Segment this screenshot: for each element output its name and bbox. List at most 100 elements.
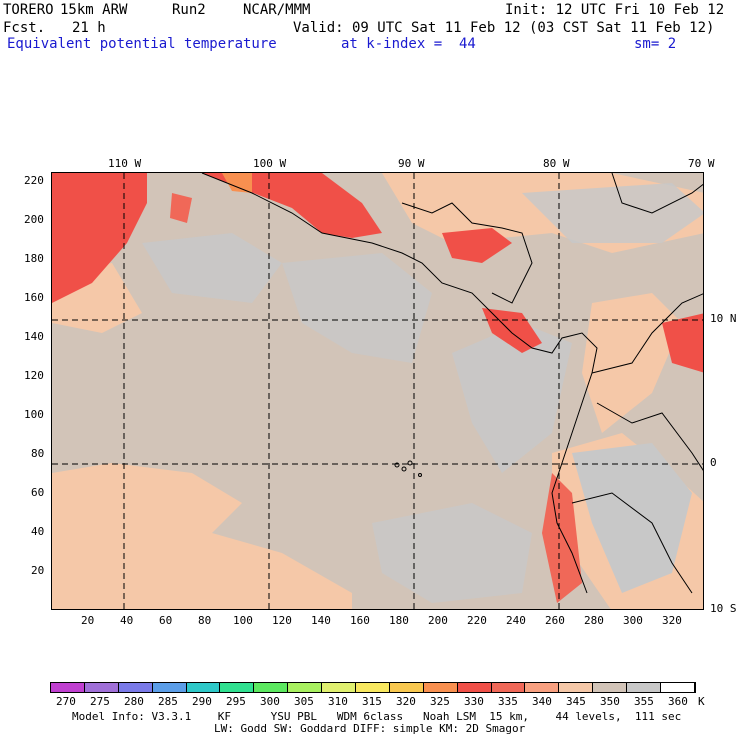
y-tick: 200	[24, 213, 44, 226]
valid-time: Valid: 09 UTC Sat 11 Feb 12 (03 CST Sat …	[293, 20, 715, 36]
lon-label: 90 W	[398, 157, 425, 170]
x-tick: 320	[662, 614, 682, 627]
country-border	[591, 293, 703, 374]
lon-label: 100 W	[253, 157, 287, 170]
lon-label: 110 W	[108, 157, 142, 170]
x-tick: 220	[467, 614, 487, 627]
x-tick: 80	[198, 614, 212, 627]
colorbar-label: 280	[124, 695, 144, 708]
colorbar-label: 290	[192, 695, 212, 708]
colorbar-label: 330	[464, 695, 484, 708]
theta-e-350-region	[282, 253, 432, 363]
colorbar-label: 345	[566, 695, 586, 708]
colorbar-swatch	[186, 683, 221, 692]
y-tick: 100	[24, 408, 44, 421]
x-tick: 20	[81, 614, 95, 627]
theta-e-325-region	[222, 173, 252, 193]
x-tick: 240	[506, 614, 526, 627]
x-tick: 200	[428, 614, 448, 627]
colorbar-label: 355	[634, 695, 654, 708]
x-tick: 100	[233, 614, 253, 627]
y-tick: 120	[24, 369, 44, 382]
colorbar-swatch	[254, 683, 289, 692]
colorbar-label: 340	[532, 695, 552, 708]
level-info: at k-index = 44	[341, 36, 476, 52]
country-border	[401, 202, 533, 304]
coastline	[611, 173, 703, 214]
galapagos-islands	[394, 460, 422, 477]
theta-e-350-region	[522, 183, 703, 243]
smoothing-info: sm= 2	[634, 36, 677, 52]
colorbar	[50, 682, 696, 693]
colorbar-swatch	[220, 683, 255, 692]
lat-lon-grid	[52, 173, 703, 609]
x-tick: 260	[545, 614, 565, 627]
x-tick: 280	[584, 614, 604, 627]
colorbar-swatch	[356, 683, 390, 692]
colorbar-swatch	[661, 683, 695, 692]
colorbar-unit: K	[698, 695, 705, 708]
theta-e-350-region	[142, 233, 282, 303]
x-tick: 120	[272, 614, 292, 627]
lon-label: 80 W	[543, 157, 570, 170]
y-tick: 160	[24, 291, 44, 304]
model-info: Model Info: V3.3.1 KF YSU PBL WDM 6class…	[72, 710, 682, 723]
colorbar-label: 315	[362, 695, 382, 708]
colorbar-swatch	[559, 683, 594, 692]
colorbar-label: 300	[260, 695, 280, 708]
colorbar-label: 350	[600, 695, 620, 708]
colorbar-label: 305	[294, 695, 314, 708]
colorbar-swatch	[389, 683, 424, 692]
theta-e-350-region	[572, 443, 692, 593]
x-tick: 160	[350, 614, 370, 627]
colorbar-swatch	[627, 683, 662, 692]
colorbar-swatch	[457, 683, 492, 692]
country-border	[571, 492, 693, 594]
colorbar-swatch	[322, 683, 357, 692]
theta-e-345-region	[52, 463, 352, 609]
model-org: NCAR/MMM	[243, 2, 311, 18]
colorbar-label: 270	[56, 695, 76, 708]
init-time: Init: 12 UTC Fri 10 Feb 12	[505, 2, 725, 18]
theta-e-330-region	[662, 313, 703, 373]
colorbar-label: 320	[396, 695, 416, 708]
model-name: TORERO	[3, 2, 54, 18]
forecast-hour: 21 h	[72, 20, 106, 36]
lat-label: 10 N	[710, 312, 737, 325]
theta-e-350-region	[452, 323, 572, 473]
y-tick: 20	[31, 564, 45, 577]
theta-e-330-region	[482, 308, 542, 353]
map-panel	[51, 172, 704, 610]
colorbar-label: 325	[430, 695, 450, 708]
field-name: Equivalent potential temperature	[7, 36, 277, 52]
forecast-label: Fcst.	[3, 20, 46, 36]
colorbar-swatch	[84, 683, 119, 692]
theta-e-335-region	[170, 193, 192, 223]
theta-e-350-region	[372, 503, 532, 603]
colorbar-swatch	[288, 683, 323, 692]
x-tick: 60	[159, 614, 173, 627]
x-tick: 40	[120, 614, 134, 627]
colorbar-swatch	[593, 683, 628, 692]
theta-e-330-region	[52, 173, 147, 303]
y-tick: 80	[31, 447, 45, 460]
x-tick: 140	[311, 614, 331, 627]
lat-label: 10 S	[710, 602, 737, 615]
x-tick: 300	[623, 614, 643, 627]
map-canvas	[52, 173, 703, 609]
x-tick: 180	[389, 614, 409, 627]
colorbar-swatch	[51, 683, 85, 692]
coastline	[201, 173, 598, 594]
colorbar-label: 310	[328, 695, 348, 708]
theta-e-330-region	[442, 228, 512, 263]
colorbar-swatch	[152, 683, 187, 692]
colorbar-swatch	[525, 683, 560, 692]
colorbar-labels: 270 275 280 285 290 295 300 305 310 315 320 325 330 3…	[50, 695, 710, 708]
colorbar-label: 275	[90, 695, 110, 708]
colorbar-swatch	[118, 683, 153, 692]
lon-label: 70 W	[688, 157, 715, 170]
y-tick: 180	[24, 252, 44, 265]
colorbar-label: 295	[226, 695, 246, 708]
physics-info: LW: Godd SW: Goddard DIFF: simple KM: 2D…	[214, 722, 526, 735]
colorbar-swatch	[423, 683, 458, 692]
